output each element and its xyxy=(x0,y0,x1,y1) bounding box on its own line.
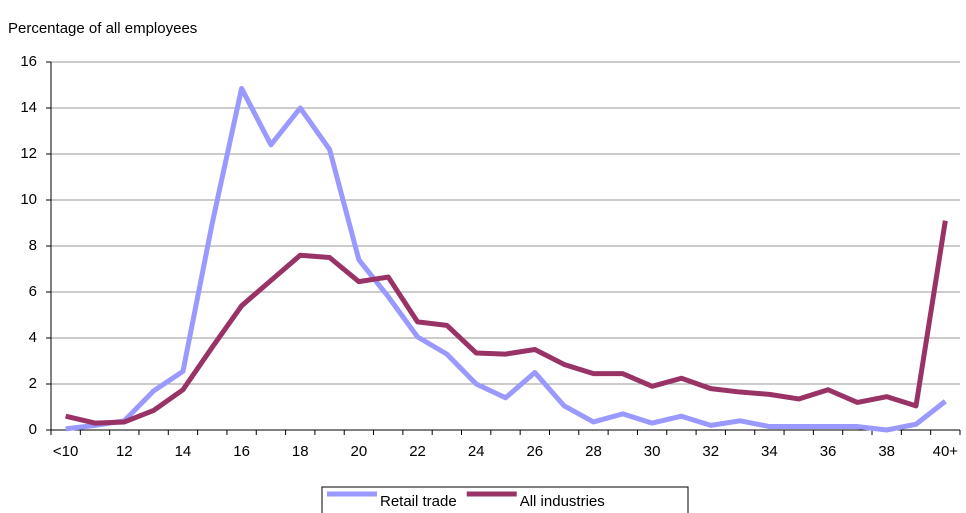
y-tick-label: 6 xyxy=(29,283,37,300)
y-tick-label: 12 xyxy=(20,145,37,162)
x-tick-label: 34 xyxy=(761,443,778,460)
y-tick-label: 2 xyxy=(29,375,37,392)
x-tick-label: 30 xyxy=(644,443,661,460)
x-tick-label: 14 xyxy=(175,443,192,460)
x-tick-label: 26 xyxy=(526,443,543,460)
x-tick-label: 28 xyxy=(585,443,602,460)
x-tick-label: 16 xyxy=(233,443,250,460)
y-tick-label: 8 xyxy=(29,237,37,254)
y-axis-label: Percentage of all employees xyxy=(8,20,197,37)
legend-label: Retail trade xyxy=(380,493,457,510)
series-line xyxy=(65,85,947,433)
y-tick-label: 4 xyxy=(29,329,37,346)
x-tick-label: 32 xyxy=(702,443,719,460)
legend: Retail trade All industries xyxy=(321,486,689,513)
y-tick-label: 14 xyxy=(20,99,37,116)
x-tick-label: 12 xyxy=(116,443,133,460)
series-line xyxy=(65,220,948,426)
y-tick-label: 10 xyxy=(20,191,37,208)
x-tick-label: 38 xyxy=(878,443,895,460)
x-tick-label: <10 xyxy=(53,443,78,460)
legend-label: All industries xyxy=(520,493,605,510)
legend-box xyxy=(321,486,689,513)
x-tick-label: 36 xyxy=(820,443,837,460)
y-tick-label: 0 xyxy=(29,421,37,438)
x-tick-label: 20 xyxy=(351,443,368,460)
x-tick-label: 24 xyxy=(468,443,485,460)
x-tick-label: 18 xyxy=(292,443,309,460)
y-tick-label: 16 xyxy=(20,53,37,70)
x-tick-label: 40+ xyxy=(933,443,959,460)
x-tick-label: 22 xyxy=(409,443,426,460)
